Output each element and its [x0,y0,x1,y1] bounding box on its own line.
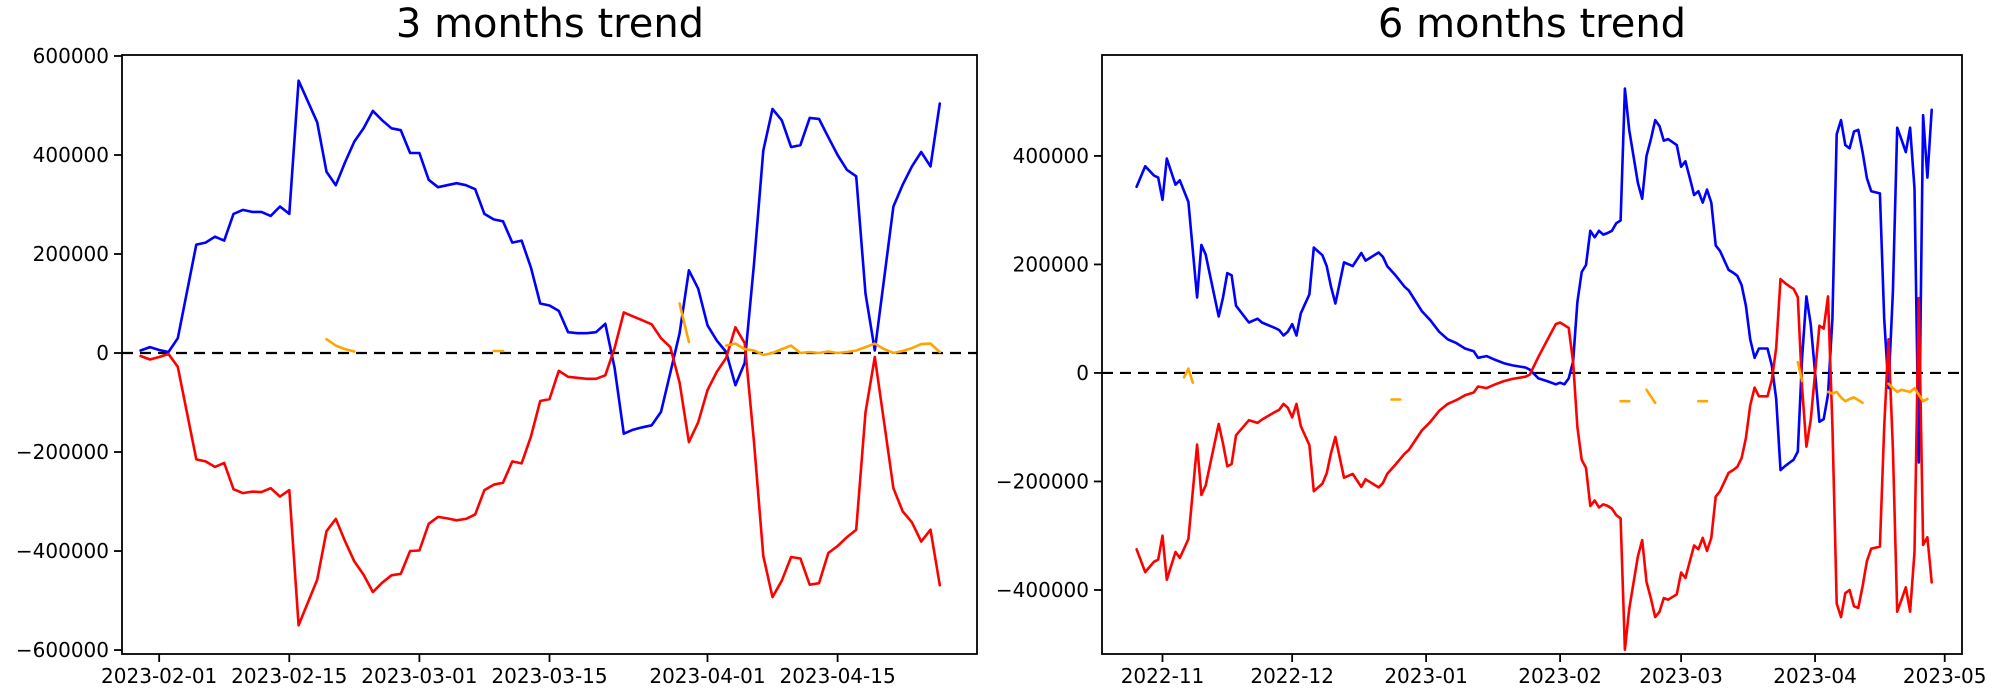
y-tick-label-1: 400000 [1013,144,1089,168]
x-tick-label-0: 2023-02-15 [231,664,347,688]
x-tick-label-1: 2023-05 [1903,664,1987,688]
red-line-1 [1135,277,1933,651]
x-tick-label-1: 2023-03 [1639,664,1723,688]
orange-line-1 [1182,360,1929,405]
x-tick-label-1: 2022-11 [1121,664,1205,688]
y-tick-label-1: −400000 [996,578,1089,602]
y-tick-label-1: 200000 [1013,252,1089,276]
y-tick-label-0: −600000 [16,638,109,662]
y-tick-label-0: 600000 [33,44,109,68]
x-tick-label-1: 2023-04 [1773,664,1857,688]
y-tick-label-0: −400000 [16,539,109,563]
x-tick-label-1: 2023-02 [1518,664,1602,688]
x-tick-label-1: 2022-12 [1250,664,1334,688]
y-tick-label-0: 0 [96,341,109,365]
red-line-0 [139,311,942,627]
y-tick-label-1: −200000 [996,469,1089,493]
chart-title-6-months: 6 months trend [1377,1,1687,47]
x-tick-label-0: 2023-04-15 [779,664,895,688]
blue-line-0 [139,79,942,435]
y-tick-label-0: −200000 [16,440,109,464]
y-tick-label-0: 400000 [33,143,109,167]
y-tick-label-1: 0 [1076,361,1089,385]
orange-line-0 [325,302,942,357]
x-tick-label-0: 2023-03-15 [491,664,607,688]
x-tick-label-0: 2023-02-01 [101,664,217,688]
x-tick-label-0: 2023-03-01 [361,664,477,688]
x-tick-label-1: 2023-01 [1384,664,1468,688]
plot-border-1 [1101,54,1963,655]
y-tick-label-0: 200000 [33,242,109,266]
chart-title-3-months: 3 months trend [395,1,705,47]
x-tick-label-0: 2023-04-01 [649,664,765,688]
blue-line-1 [1135,87,1933,472]
plot-border-0 [121,54,978,655]
